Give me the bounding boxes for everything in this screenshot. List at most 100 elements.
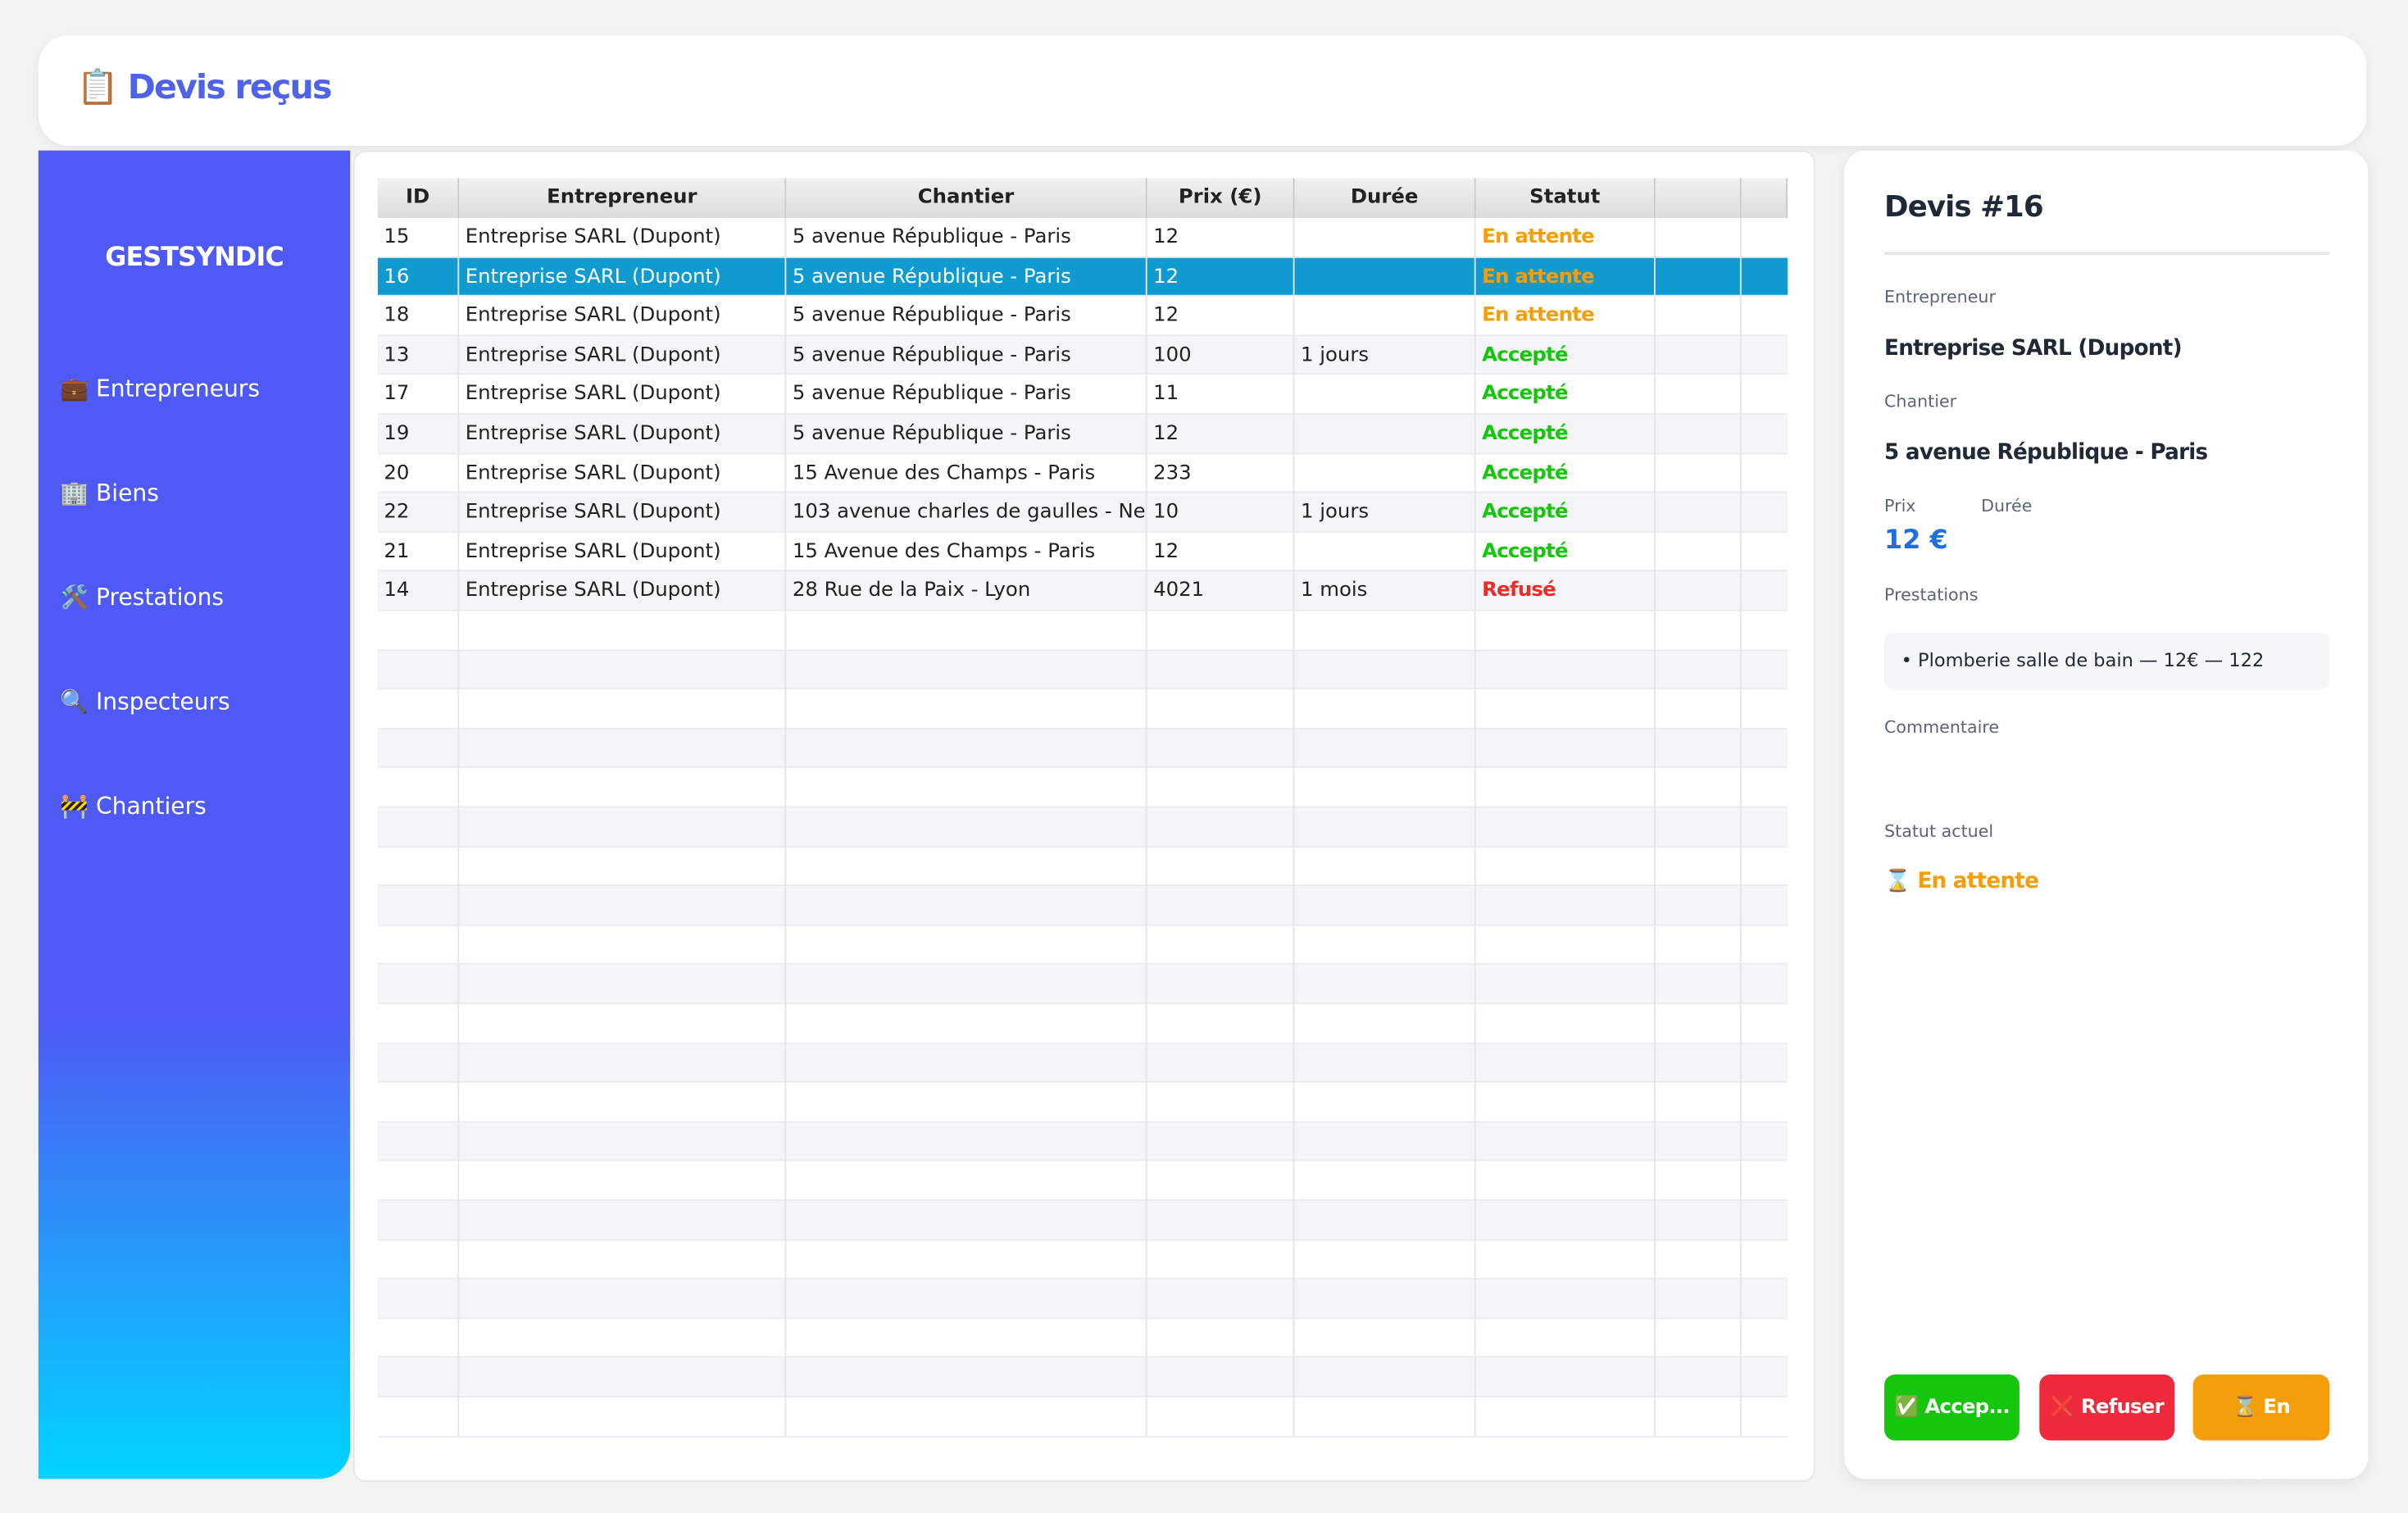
column-header[interactable]: Prix (€) xyxy=(1147,178,1295,218)
table-cell xyxy=(1656,454,1742,493)
table-cell: Entreprise SARL (Dupont) xyxy=(459,415,786,454)
table-cell xyxy=(1656,1358,1742,1397)
table-cell: 15 Avenue des Champs - Paris xyxy=(786,533,1147,572)
divider xyxy=(1884,252,2329,255)
table-cell xyxy=(1476,1161,1656,1201)
table-cell: 12 xyxy=(1147,218,1295,257)
table-cell: 100 xyxy=(1147,336,1295,375)
table-cell xyxy=(378,690,459,729)
table-cell xyxy=(378,769,459,808)
table-cell xyxy=(1295,1043,1476,1083)
table-cell xyxy=(459,886,786,925)
table-cell xyxy=(1656,690,1742,729)
table-cell xyxy=(1656,1004,1742,1043)
table-cell: 12 xyxy=(1147,297,1295,336)
nav-item[interactable]: 🔍 Inspecteurs xyxy=(60,688,230,716)
table-cell xyxy=(378,1043,459,1083)
table-cell xyxy=(786,886,1147,925)
table-cell xyxy=(786,1161,1147,1201)
accept-button[interactable]: ✅ Accep... xyxy=(1884,1374,2020,1441)
table-cell: Entreprise SARL (Dupont) xyxy=(459,533,786,572)
nav-item[interactable]: 🚧 Chantiers xyxy=(60,793,207,820)
table-cell: Accepté xyxy=(1476,533,1656,572)
column-header[interactable]: Chantier xyxy=(786,178,1147,218)
table-cell xyxy=(1476,1397,1656,1437)
table-cell xyxy=(378,729,459,769)
table-cell xyxy=(1656,769,1742,808)
table-cell: Entreprise SARL (Dupont) xyxy=(459,493,786,533)
table-cell: 16 xyxy=(378,257,459,297)
table-cell xyxy=(1295,611,1476,651)
table-cell xyxy=(1476,847,1656,887)
nav-item[interactable]: 🏢 Biens xyxy=(60,479,159,507)
table-cell: 5 avenue République - Paris xyxy=(786,336,1147,375)
table-cell xyxy=(378,847,459,887)
table-cell xyxy=(1476,1240,1656,1279)
table-cell xyxy=(786,1279,1147,1319)
table-cell xyxy=(378,965,459,1004)
table-cell xyxy=(1476,925,1656,965)
table-cell xyxy=(1656,1083,1742,1122)
table-cell: 15 xyxy=(378,218,459,257)
table-cell xyxy=(1147,1319,1295,1358)
table-cell: Entreprise SARL (Dupont) xyxy=(459,257,786,297)
table-cell: Entreprise SARL (Dupont) xyxy=(459,375,786,415)
table-cell: En attente xyxy=(1476,297,1656,336)
table-cell xyxy=(459,1043,786,1083)
table-cell xyxy=(1656,1122,1742,1161)
table-cell: 21 xyxy=(378,533,459,572)
table-cell xyxy=(1295,218,1476,257)
table-cell xyxy=(1295,651,1476,690)
table-cell xyxy=(1656,1397,1742,1437)
table-cell xyxy=(786,847,1147,887)
status: ⌛ En attente xyxy=(1884,870,2038,894)
column-header[interactable]: ID xyxy=(378,178,459,218)
table-cell: 15 Avenue des Champs - Paris xyxy=(786,454,1147,493)
table-cell: 1 jours xyxy=(1295,493,1476,533)
table-cell: 19 xyxy=(378,415,459,454)
column-header[interactable]: Entrepreneur xyxy=(459,178,786,218)
table-cell xyxy=(459,1083,786,1122)
table-cell xyxy=(786,1004,1147,1043)
table-cell: 5 avenue République - Paris xyxy=(786,297,1147,336)
table-cell xyxy=(459,847,786,887)
nav-item[interactable]: 💼 Entrepreneurs xyxy=(60,375,260,402)
table-cell xyxy=(786,611,1147,651)
table-cell xyxy=(1656,1043,1742,1083)
table-cell xyxy=(1147,729,1295,769)
table-cell xyxy=(459,1161,786,1201)
table-cell xyxy=(1295,690,1476,729)
table-cell xyxy=(1295,1004,1476,1043)
column-header[interactable]: Statut xyxy=(1476,178,1656,218)
table-cell xyxy=(1656,611,1742,651)
column-header[interactable]: Durée xyxy=(1295,178,1476,218)
table-cell xyxy=(1656,965,1742,1004)
table-cell xyxy=(1147,1043,1295,1083)
price: 12 € xyxy=(1884,525,1948,556)
table-cell xyxy=(1476,808,1656,847)
table-cell xyxy=(786,1201,1147,1240)
table-cell xyxy=(1656,1161,1742,1201)
table-cell xyxy=(1476,886,1656,925)
table-cell xyxy=(1656,1319,1742,1358)
refuse-button[interactable]: ❌ Refuser xyxy=(2039,1374,2174,1441)
table-cell: Entreprise SARL (Dupont) xyxy=(459,297,786,336)
table-cell xyxy=(1295,1397,1476,1437)
table-cell xyxy=(378,1397,459,1437)
pending-button[interactable]: ⌛ En attente xyxy=(2193,1374,2330,1441)
table-cell xyxy=(1476,690,1656,729)
table-cell xyxy=(1295,415,1476,454)
column-header xyxy=(1656,178,1742,218)
table-cell xyxy=(1656,336,1742,375)
table-cell xyxy=(1476,1004,1656,1043)
table-cell xyxy=(786,729,1147,769)
nav-item[interactable]: 🛠️ Prestations xyxy=(60,584,224,611)
table-cell: Entreprise SARL (Dupont) xyxy=(459,218,786,257)
table-cell xyxy=(786,965,1147,1004)
table-cell xyxy=(459,690,786,729)
quotes-table: IDEntrepreneurChantierPrix (€)DuréeStatu… xyxy=(353,151,1815,1482)
table-cell xyxy=(786,769,1147,808)
table-cell xyxy=(1295,965,1476,1004)
table-cell xyxy=(1476,1083,1656,1122)
table-cell xyxy=(1295,257,1476,297)
